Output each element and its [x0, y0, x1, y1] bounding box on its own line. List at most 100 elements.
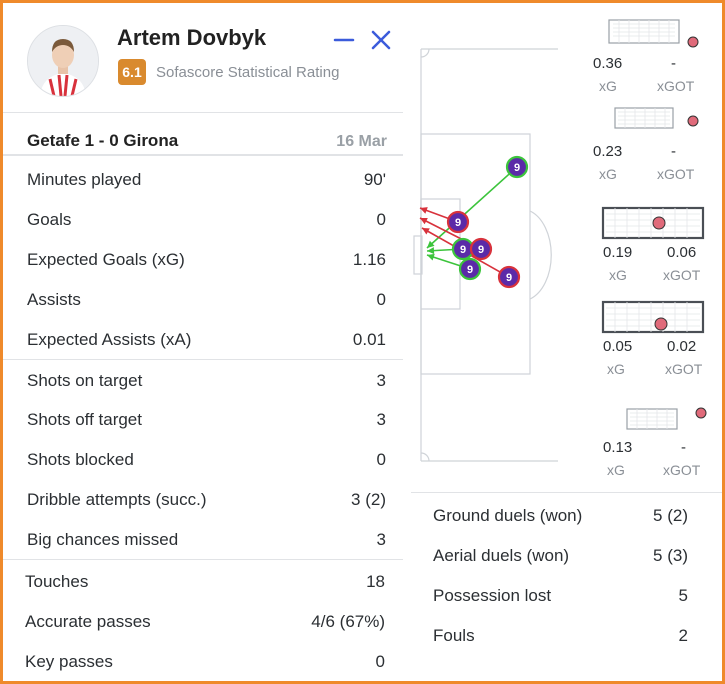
shot-card[interactable]: 0.23 - xG xGOT	[587, 105, 717, 185]
rating-badge: 6.1	[118, 59, 146, 85]
stat-label: Expected Assists (xA)	[27, 330, 192, 349]
stat-label: Expected Goals (xG)	[27, 250, 185, 269]
match-title[interactable]: Getafe 1 - 0 Girona	[27, 131, 179, 150]
xgot-label: xGOT	[663, 462, 701, 478]
stat-label: Dribble attempts (succ.)	[27, 490, 207, 509]
close-button[interactable]	[368, 27, 394, 53]
xgot-value: -	[671, 55, 676, 72]
stat-label: Key passes	[25, 652, 113, 671]
shot-placement-dot	[652, 216, 666, 230]
shot-arrowhead	[420, 207, 428, 214]
stat-label: Accurate passes	[25, 612, 151, 631]
stat-label: Fouls	[433, 626, 475, 645]
xg-value: 0.13	[603, 439, 633, 456]
close-icon	[371, 30, 391, 50]
xg-value: 0.05	[603, 338, 633, 355]
divider	[3, 559, 403, 560]
goal-frame-icon	[614, 107, 699, 129]
shot-arrowhead	[420, 218, 428, 225]
rating-label: Sofascore Statistical Rating	[156, 64, 340, 81]
penalty-arc	[529, 210, 552, 300]
stat-row-aerial-duels: Aerial duels (won) 5 (3)	[413, 538, 713, 578]
minimize-button[interactable]	[331, 27, 357, 53]
stat-row-possession-lost: Possession lost 5	[413, 578, 713, 618]
stat-value: 3	[376, 410, 386, 429]
shot-card[interactable]: 0.13 - xG xGOT	[597, 401, 722, 481]
shot-marker-number: 9	[455, 217, 461, 229]
shot-arrowhead	[427, 240, 435, 248]
goal-frame-icon	[626, 407, 707, 430]
stat-row-key-passes: Key passes 0	[3, 644, 403, 681]
stat-row-goals: Goals 0	[3, 202, 403, 242]
stat-row-shots-blocked: Shots blocked 0	[3, 442, 403, 482]
stat-label: Shots on target	[27, 371, 143, 390]
stat-value: 90'	[363, 170, 386, 189]
xg-value: 0.23	[593, 143, 623, 160]
stat-value: 1.16	[352, 250, 386, 269]
stat-label: Assists	[27, 290, 81, 309]
stat-row-big-chances-missed: Big chances missed 3	[3, 522, 403, 562]
stat-row-expected-goals: Expected Goals (xG) 1.16	[3, 242, 403, 282]
xgot-label: xGOT	[657, 166, 695, 182]
divider	[411, 492, 722, 493]
xgot-label: xGOT	[663, 267, 701, 283]
stat-value: 5 (3)	[653, 546, 688, 565]
shot-marker-number: 9	[467, 264, 473, 276]
stat-value: 0	[375, 652, 385, 671]
shot-card[interactable]: 0.36 - xG xGOT	[587, 17, 717, 97]
stat-value: 4/6 (67%)	[311, 612, 385, 631]
stat-label: Touches	[25, 572, 89, 591]
stat-row-expected-assists: Expected Assists (xA) 0.01	[3, 322, 403, 362]
stat-row-ground-duels: Ground duels (won) 5 (2)	[413, 498, 713, 538]
shot-arrowhead	[422, 228, 430, 235]
stat-value: 18	[366, 572, 385, 591]
goal-frame	[413, 235, 423, 275]
stat-label: Goals	[27, 210, 72, 229]
shot-arrowhead	[427, 247, 435, 255]
shot-map[interactable]: 999 999	[413, 43, 563, 463]
shot-card[interactable]: 0.19 0.06 xG xGOT	[597, 206, 722, 286]
shot-card[interactable]: 0.05 0.02 xG xGOT	[597, 300, 722, 380]
xgot-label: xGOT	[657, 78, 695, 94]
stat-label: Minutes played	[27, 170, 142, 189]
stat-row-shots-on-target: Shots on target 3	[3, 363, 403, 403]
shot-marker-number: 9	[506, 272, 512, 284]
xg-value: 0.19	[603, 244, 633, 261]
stat-row-shots-off-target: Shots off target 3	[3, 402, 403, 442]
stat-label: Ground duels (won)	[433, 506, 583, 525]
xg-value: 0.36	[593, 55, 623, 72]
stat-value: 0	[376, 290, 386, 309]
shot-marker: 9	[497, 265, 521, 289]
player-avatar	[27, 25, 99, 97]
stat-row-minutes-played: Minutes played 90'	[3, 162, 403, 202]
shot-marker-number: 9	[514, 162, 520, 174]
xgot-value: 0.02	[667, 338, 697, 355]
stat-label: Big chances missed	[27, 530, 179, 549]
shot-placement-dot	[695, 407, 707, 419]
stat-value: 3	[376, 530, 386, 549]
shot-marker: 9	[505, 155, 529, 179]
stat-row-assists: Assists 0	[3, 282, 403, 322]
goal-frame-icon	[601, 300, 705, 334]
shot-marker-circle	[458, 257, 482, 281]
stat-value: 5	[678, 586, 688, 605]
shot-trajectory-line	[426, 166, 518, 249]
divider	[3, 112, 403, 113]
stat-row-accurate-passes: Accurate passes 4/6 (67%)	[3, 604, 403, 644]
xgot-label: xGOT	[665, 361, 703, 377]
corner-arc	[420, 48, 430, 58]
shot-placement-dot	[687, 115, 699, 127]
shot-marker: 9	[458, 257, 482, 281]
stat-label: Shots off target	[27, 410, 142, 429]
shot-marker: 9	[446, 210, 470, 234]
xg-label: xG	[607, 361, 625, 377]
goal-frame-icon	[601, 206, 705, 240]
goal-frame-icon	[608, 19, 699, 48]
xg-label: xG	[607, 462, 625, 478]
xgot-value: -	[671, 143, 676, 160]
match-date: 16 Mar	[336, 133, 387, 150]
shot-marker-circle	[505, 155, 529, 179]
shot-marker-circle	[469, 237, 493, 261]
stat-value: 0	[376, 450, 386, 469]
